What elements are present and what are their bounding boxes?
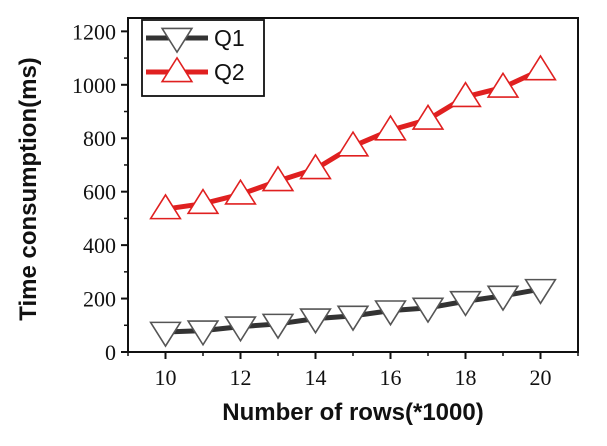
legend-box [141, 19, 265, 97]
y-tick-label: 0 [105, 340, 116, 365]
x-tick-label: 20 [530, 365, 552, 390]
data-point [261, 313, 295, 340]
data-point [374, 114, 407, 141]
data-point [449, 81, 482, 108]
data-point [149, 193, 182, 220]
x-tick-label: 18 [455, 365, 477, 390]
data-point [261, 165, 295, 192]
data-point [224, 178, 257, 205]
data-point [186, 188, 220, 215]
data-point [486, 285, 520, 312]
series-q1 [149, 278, 557, 348]
data-point [299, 153, 332, 180]
data-point [449, 290, 482, 317]
data-point [299, 308, 332, 335]
data-point [186, 320, 220, 347]
legend-label: Q2 [214, 59, 245, 85]
y-tick-label: 600 [83, 180, 116, 205]
x-tick-label: 16 [380, 365, 402, 390]
data-point [524, 278, 557, 305]
data-point [374, 300, 407, 327]
data-point [149, 321, 182, 348]
data-point [336, 305, 370, 332]
x-axis-title: Number of rows(*1000) [222, 399, 483, 426]
legend-label: Q1 [214, 25, 245, 51]
data-point [486, 71, 520, 98]
y-tick-label: 800 [83, 126, 116, 151]
y-axis-title: Time consumption(ms) [15, 57, 42, 321]
y-tick-label: 1000 [72, 73, 116, 98]
data-point [524, 54, 557, 81]
data-point [411, 103, 445, 130]
data-point [336, 130, 370, 157]
y-tick-label: 1200 [72, 19, 116, 44]
series-q2 [149, 54, 557, 220]
y-tick-label: 400 [83, 233, 116, 258]
data-point [411, 297, 445, 324]
plot-frame [127, 17, 579, 353]
series-layer [149, 54, 557, 348]
y-tick-label: 200 [83, 287, 116, 312]
data-point [224, 316, 257, 343]
legend-marker [160, 56, 194, 83]
x-tick-label: 12 [230, 365, 252, 390]
legend-marker [160, 27, 194, 54]
x-tick-label: 10 [155, 365, 177, 390]
x-tick-label: 14 [305, 365, 327, 390]
